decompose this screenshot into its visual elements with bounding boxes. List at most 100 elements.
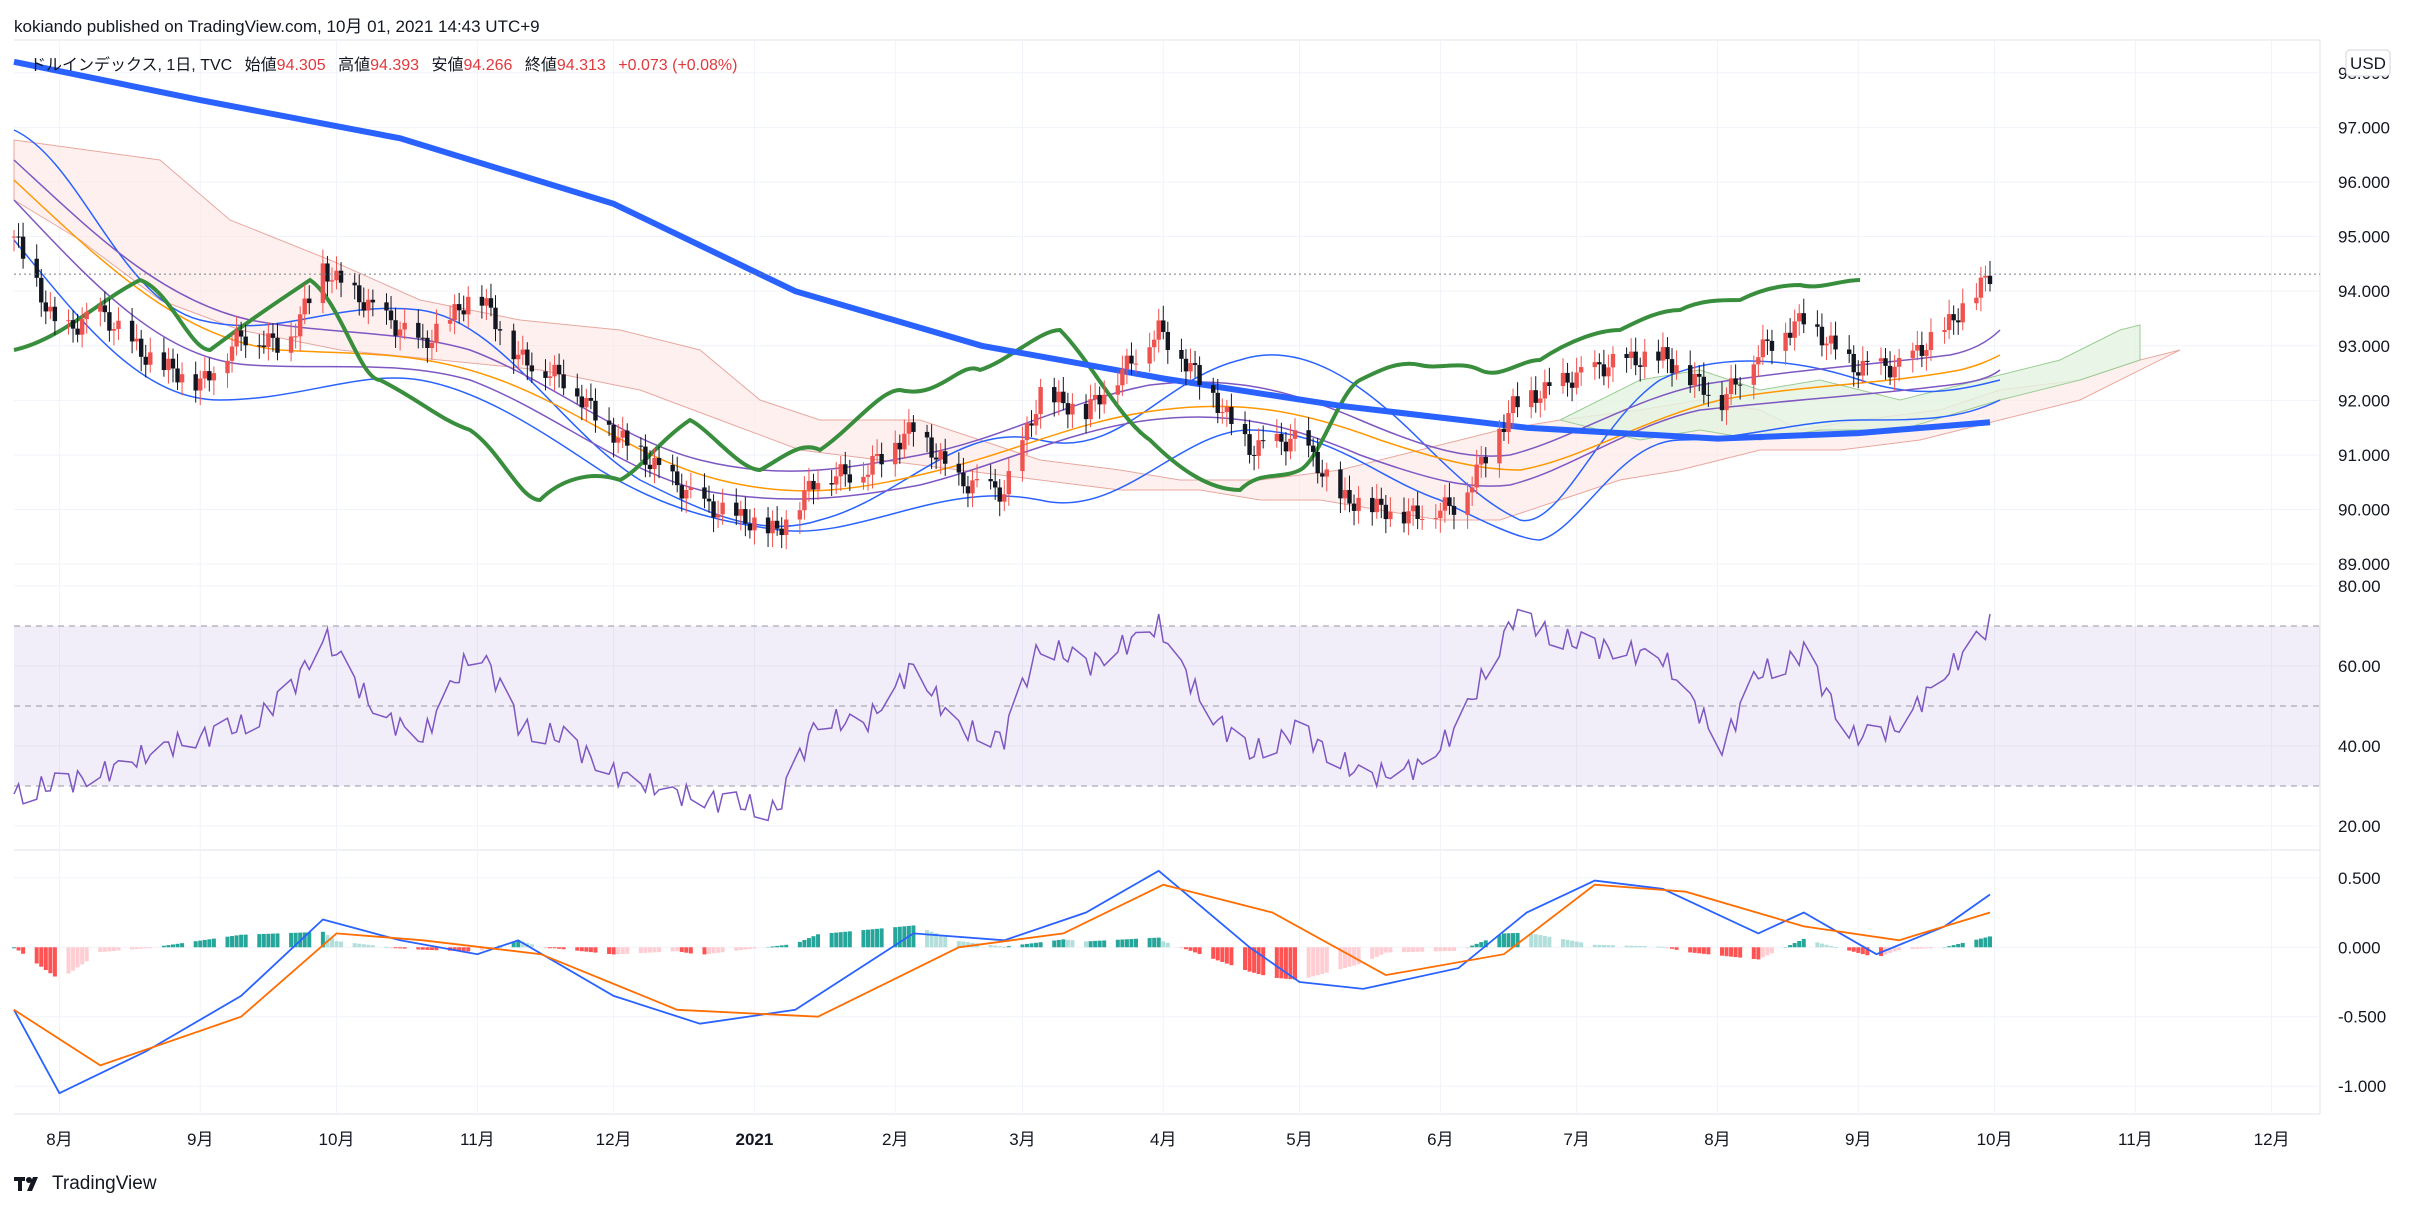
candle-body bbox=[688, 487, 694, 490]
macd-hist-bar bbox=[643, 947, 648, 953]
candle-body bbox=[1347, 490, 1352, 504]
macd-hist-bar bbox=[234, 935, 239, 948]
candle-body bbox=[338, 270, 344, 283]
macd-hist-bar bbox=[225, 936, 230, 948]
currency-badge[interactable]: USD bbox=[2345, 49, 2391, 77]
candle-body bbox=[1529, 390, 1534, 408]
macd-hist-bar bbox=[652, 947, 657, 953]
macd-hist-bar bbox=[111, 947, 116, 951]
candle-body bbox=[1351, 503, 1357, 511]
candle-body bbox=[1692, 374, 1697, 386]
macd-hist-bar bbox=[1819, 943, 1824, 948]
candle-body bbox=[1515, 396, 1520, 408]
macd-hist-bar bbox=[865, 929, 870, 948]
macd-hist-bar bbox=[361, 944, 366, 948]
macd-hist-bar bbox=[1479, 942, 1484, 948]
legend-symbol: ドルインデックス, 1日, TVC bbox=[30, 55, 232, 74]
candle-body bbox=[802, 490, 807, 511]
macd-hist-bar bbox=[1665, 947, 1670, 949]
macd-hist-bar bbox=[12, 947, 16, 949]
macd-hist-bar bbox=[1156, 937, 1161, 948]
candle-body bbox=[1533, 390, 1538, 403]
macd-hist-bar bbox=[1279, 947, 1284, 979]
macd-hist-bar bbox=[657, 947, 662, 953]
candle-body bbox=[402, 322, 407, 330]
macd-hist-bar bbox=[1729, 947, 1734, 957]
candle-body bbox=[956, 463, 962, 473]
candle-body bbox=[575, 388, 580, 397]
macd-hist-bar bbox=[1420, 947, 1425, 952]
macd-hist-bar bbox=[1511, 933, 1516, 948]
tradingview-logo-icon bbox=[14, 1177, 38, 1191]
macd-hist-bar bbox=[434, 947, 439, 951]
macd-hist-bar bbox=[965, 942, 970, 948]
candle-body bbox=[1946, 314, 1952, 331]
candle-body bbox=[1660, 347, 1666, 361]
candle-body bbox=[1465, 492, 1470, 515]
candle-body bbox=[1474, 464, 1479, 488]
macd-hist-bar bbox=[575, 947, 580, 951]
macd-hist-bar bbox=[1501, 933, 1506, 948]
macd-hist-bar bbox=[766, 946, 771, 948]
macd-hist-bar bbox=[1065, 939, 1070, 948]
candle-body bbox=[743, 509, 748, 524]
macd-hist-bar bbox=[1356, 947, 1361, 965]
candle-body bbox=[193, 374, 198, 391]
macd-hist-bar bbox=[870, 929, 875, 948]
candle-body bbox=[1760, 339, 1766, 358]
candle-body bbox=[466, 296, 471, 315]
macd-hist-bar bbox=[357, 943, 362, 948]
footer-brand: TradingView bbox=[52, 1173, 157, 1194]
candle-body bbox=[961, 472, 966, 487]
macd-hist-bar bbox=[148, 947, 153, 949]
macd-hist-bar bbox=[702, 947, 707, 955]
candle-body bbox=[297, 314, 303, 337]
macd-hist-bar bbox=[1860, 947, 1865, 955]
candle-body bbox=[143, 356, 148, 365]
candle-body bbox=[98, 305, 103, 312]
macd-hist-bar bbox=[1783, 947, 1788, 949]
macd-hist-bar bbox=[1247, 947, 1252, 972]
candle-body bbox=[1801, 313, 1806, 325]
macd-hist-bar bbox=[366, 944, 371, 948]
candlestick-series bbox=[11, 222, 1993, 550]
macd-hist-bar bbox=[1029, 943, 1034, 948]
macd-hist-bar bbox=[266, 933, 271, 948]
macd-hist-bar bbox=[1193, 947, 1198, 953]
x-tick-label: 7月 bbox=[1563, 1130, 1589, 1149]
macd-hist-bar bbox=[139, 947, 144, 949]
candle-body bbox=[1306, 430, 1311, 446]
candle-body bbox=[1733, 378, 1738, 385]
candle-body bbox=[1224, 406, 1230, 413]
macd-hist-bar bbox=[1638, 946, 1643, 948]
candle-body bbox=[166, 358, 171, 371]
macd-hist-bar bbox=[193, 941, 198, 948]
macd-hist-bar bbox=[1738, 947, 1743, 958]
macd-hist-bar bbox=[720, 947, 725, 953]
macd-hist-bar bbox=[466, 947, 471, 952]
macd-hist-bar bbox=[1801, 938, 1806, 948]
candle-body bbox=[270, 333, 276, 338]
candle-body bbox=[102, 305, 108, 313]
candle-body bbox=[202, 371, 207, 379]
macd-hist-bar bbox=[429, 947, 434, 951]
candle-body bbox=[207, 371, 212, 381]
macd-hist-bar bbox=[1070, 940, 1075, 948]
candle-body bbox=[293, 336, 298, 338]
macd-hist-bar bbox=[243, 934, 248, 948]
macd-line bbox=[13, 869, 1991, 1095]
candle-body bbox=[1656, 351, 1661, 361]
candle-body bbox=[1161, 320, 1166, 332]
candle-body bbox=[384, 302, 389, 311]
candle-body bbox=[606, 420, 612, 425]
macd-hist-bar bbox=[1947, 946, 1952, 948]
candle-body bbox=[434, 323, 439, 343]
macd-hist-bar bbox=[1756, 947, 1761, 960]
candle-body bbox=[1797, 313, 1802, 322]
y-tick-label: 80.00 bbox=[2338, 577, 2381, 596]
legend-low: 94.266 bbox=[463, 57, 512, 74]
macd-hist-bar bbox=[897, 926, 902, 948]
macd-hist-bar bbox=[579, 947, 584, 952]
macd-hist-bar bbox=[879, 928, 884, 948]
